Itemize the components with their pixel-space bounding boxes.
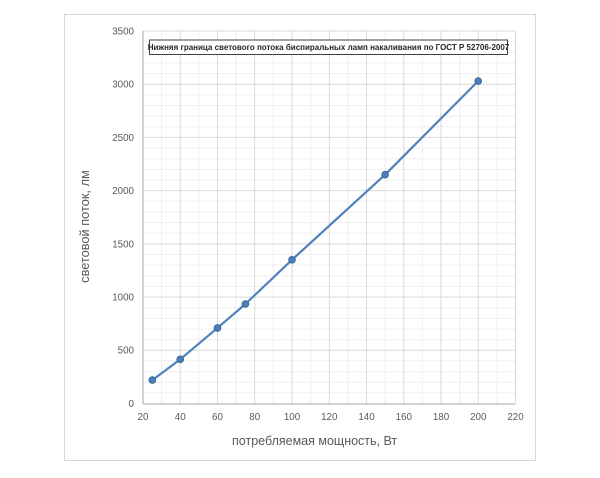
svg-text:80: 80 (249, 412, 260, 423)
svg-text:500: 500 (118, 346, 135, 357)
svg-text:180: 180 (433, 412, 450, 423)
svg-text:200: 200 (470, 412, 487, 423)
svg-text:3000: 3000 (112, 80, 134, 91)
svg-text:1000: 1000 (112, 292, 134, 303)
svg-text:2500: 2500 (112, 133, 134, 144)
svg-text:2000: 2000 (112, 186, 134, 197)
svg-text:Нижняя граница светового поток: Нижняя граница светового потока биспирал… (148, 43, 510, 52)
svg-text:3500: 3500 (112, 26, 134, 37)
svg-text:1500: 1500 (112, 239, 134, 250)
svg-text:световой поток, лм: световой поток, лм (77, 170, 92, 283)
svg-text:140: 140 (358, 412, 375, 423)
svg-text:220: 220 (507, 412, 524, 423)
svg-text:120: 120 (321, 412, 338, 423)
svg-text:100: 100 (284, 412, 301, 423)
svg-text:160: 160 (396, 412, 413, 423)
svg-text:0: 0 (129, 399, 135, 410)
svg-text:40: 40 (175, 412, 186, 423)
svg-text:20: 20 (138, 412, 149, 423)
svg-text:потребляемая мощность, Вт: потребляемая мощность, Вт (232, 434, 397, 448)
svg-text:60: 60 (212, 412, 223, 423)
